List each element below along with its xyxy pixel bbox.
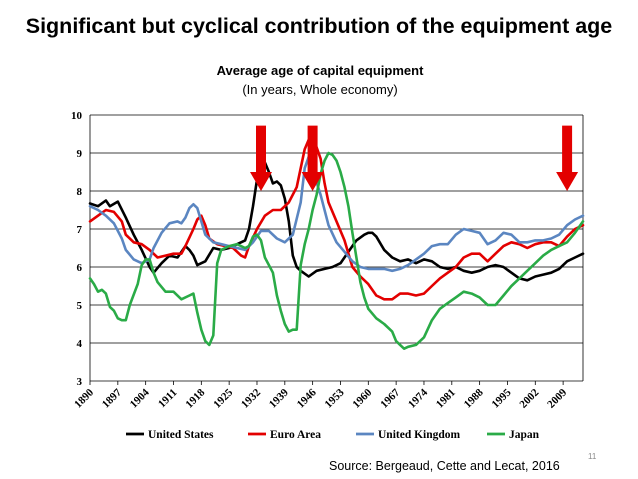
x-tick-label: 1953 — [323, 386, 347, 410]
x-tick-label: 1925 — [211, 386, 235, 410]
y-tick-label: 10 — [71, 110, 83, 122]
legend-label: United States — [148, 429, 214, 441]
chart-title: Average age of capital equipment — [217, 63, 425, 78]
x-tick-label: 2009 — [545, 386, 569, 410]
source-note: Source: Bergeaud, Cette and Lecat, 2016 — [329, 459, 560, 473]
y-axis-ticks: 3 4 5 6 7 8 9 10 — [71, 110, 83, 388]
x-tick-label: 1960 — [350, 386, 374, 410]
series-lines — [88, 138, 585, 350]
arrow-markers — [250, 125, 579, 191]
x-tick-label: 1918 — [183, 386, 207, 410]
y-tick-label: 5 — [77, 300, 83, 312]
x-tick-label: 1974 — [406, 386, 430, 410]
x-tick-label: 1988 — [462, 386, 486, 410]
x-tick-label: 1932 — [239, 386, 263, 410]
x-tick-label: 1890 — [72, 386, 96, 410]
series-line-japan — [88, 151, 585, 350]
x-tick-label: 2002 — [517, 386, 541, 410]
y-tick-label: 4 — [77, 338, 83, 350]
y-tick-label: 8 — [77, 186, 83, 198]
y-tick-label: 3 — [77, 376, 83, 388]
x-tick-label: 1911 — [156, 387, 180, 411]
x-tick-label: 1897 — [100, 386, 124, 410]
y-tick-label: 6 — [77, 262, 83, 274]
x-tick-label: 1939 — [267, 386, 291, 410]
down-arrow-icon — [301, 125, 324, 191]
x-tick-label: 1981 — [434, 387, 458, 411]
legend-label: Euro Area — [270, 429, 321, 441]
x-tick-label: 1946 — [295, 386, 319, 410]
slide-title: Significant but cyclical contribution of… — [25, 14, 613, 38]
x-tick-label: 1967 — [378, 386, 402, 410]
page-number: 11 — [588, 452, 597, 461]
x-tick-label: 1904 — [128, 386, 152, 410]
x-axis-ticks: 1890 1897 1904 1911 1918 1925 1932 1939 1946 1953… — [72, 381, 570, 411]
down-arrow-icon — [556, 125, 579, 191]
series-line-united-kingdom — [88, 155, 585, 273]
gridlines — [89, 114, 584, 382]
legend-label: United Kingdom — [378, 429, 461, 441]
y-tick-label: 7 — [77, 224, 83, 236]
down-arrow-icon — [250, 125, 272, 191]
legend-label: Japan — [509, 429, 540, 441]
legend: United States Euro Area United Kingdom Japa… — [126, 429, 540, 441]
x-tick-label: 1995 — [490, 386, 514, 410]
y-tick-label: 9 — [77, 148, 83, 160]
chart-subtitle: (In years, Whole economy) — [242, 82, 397, 97]
